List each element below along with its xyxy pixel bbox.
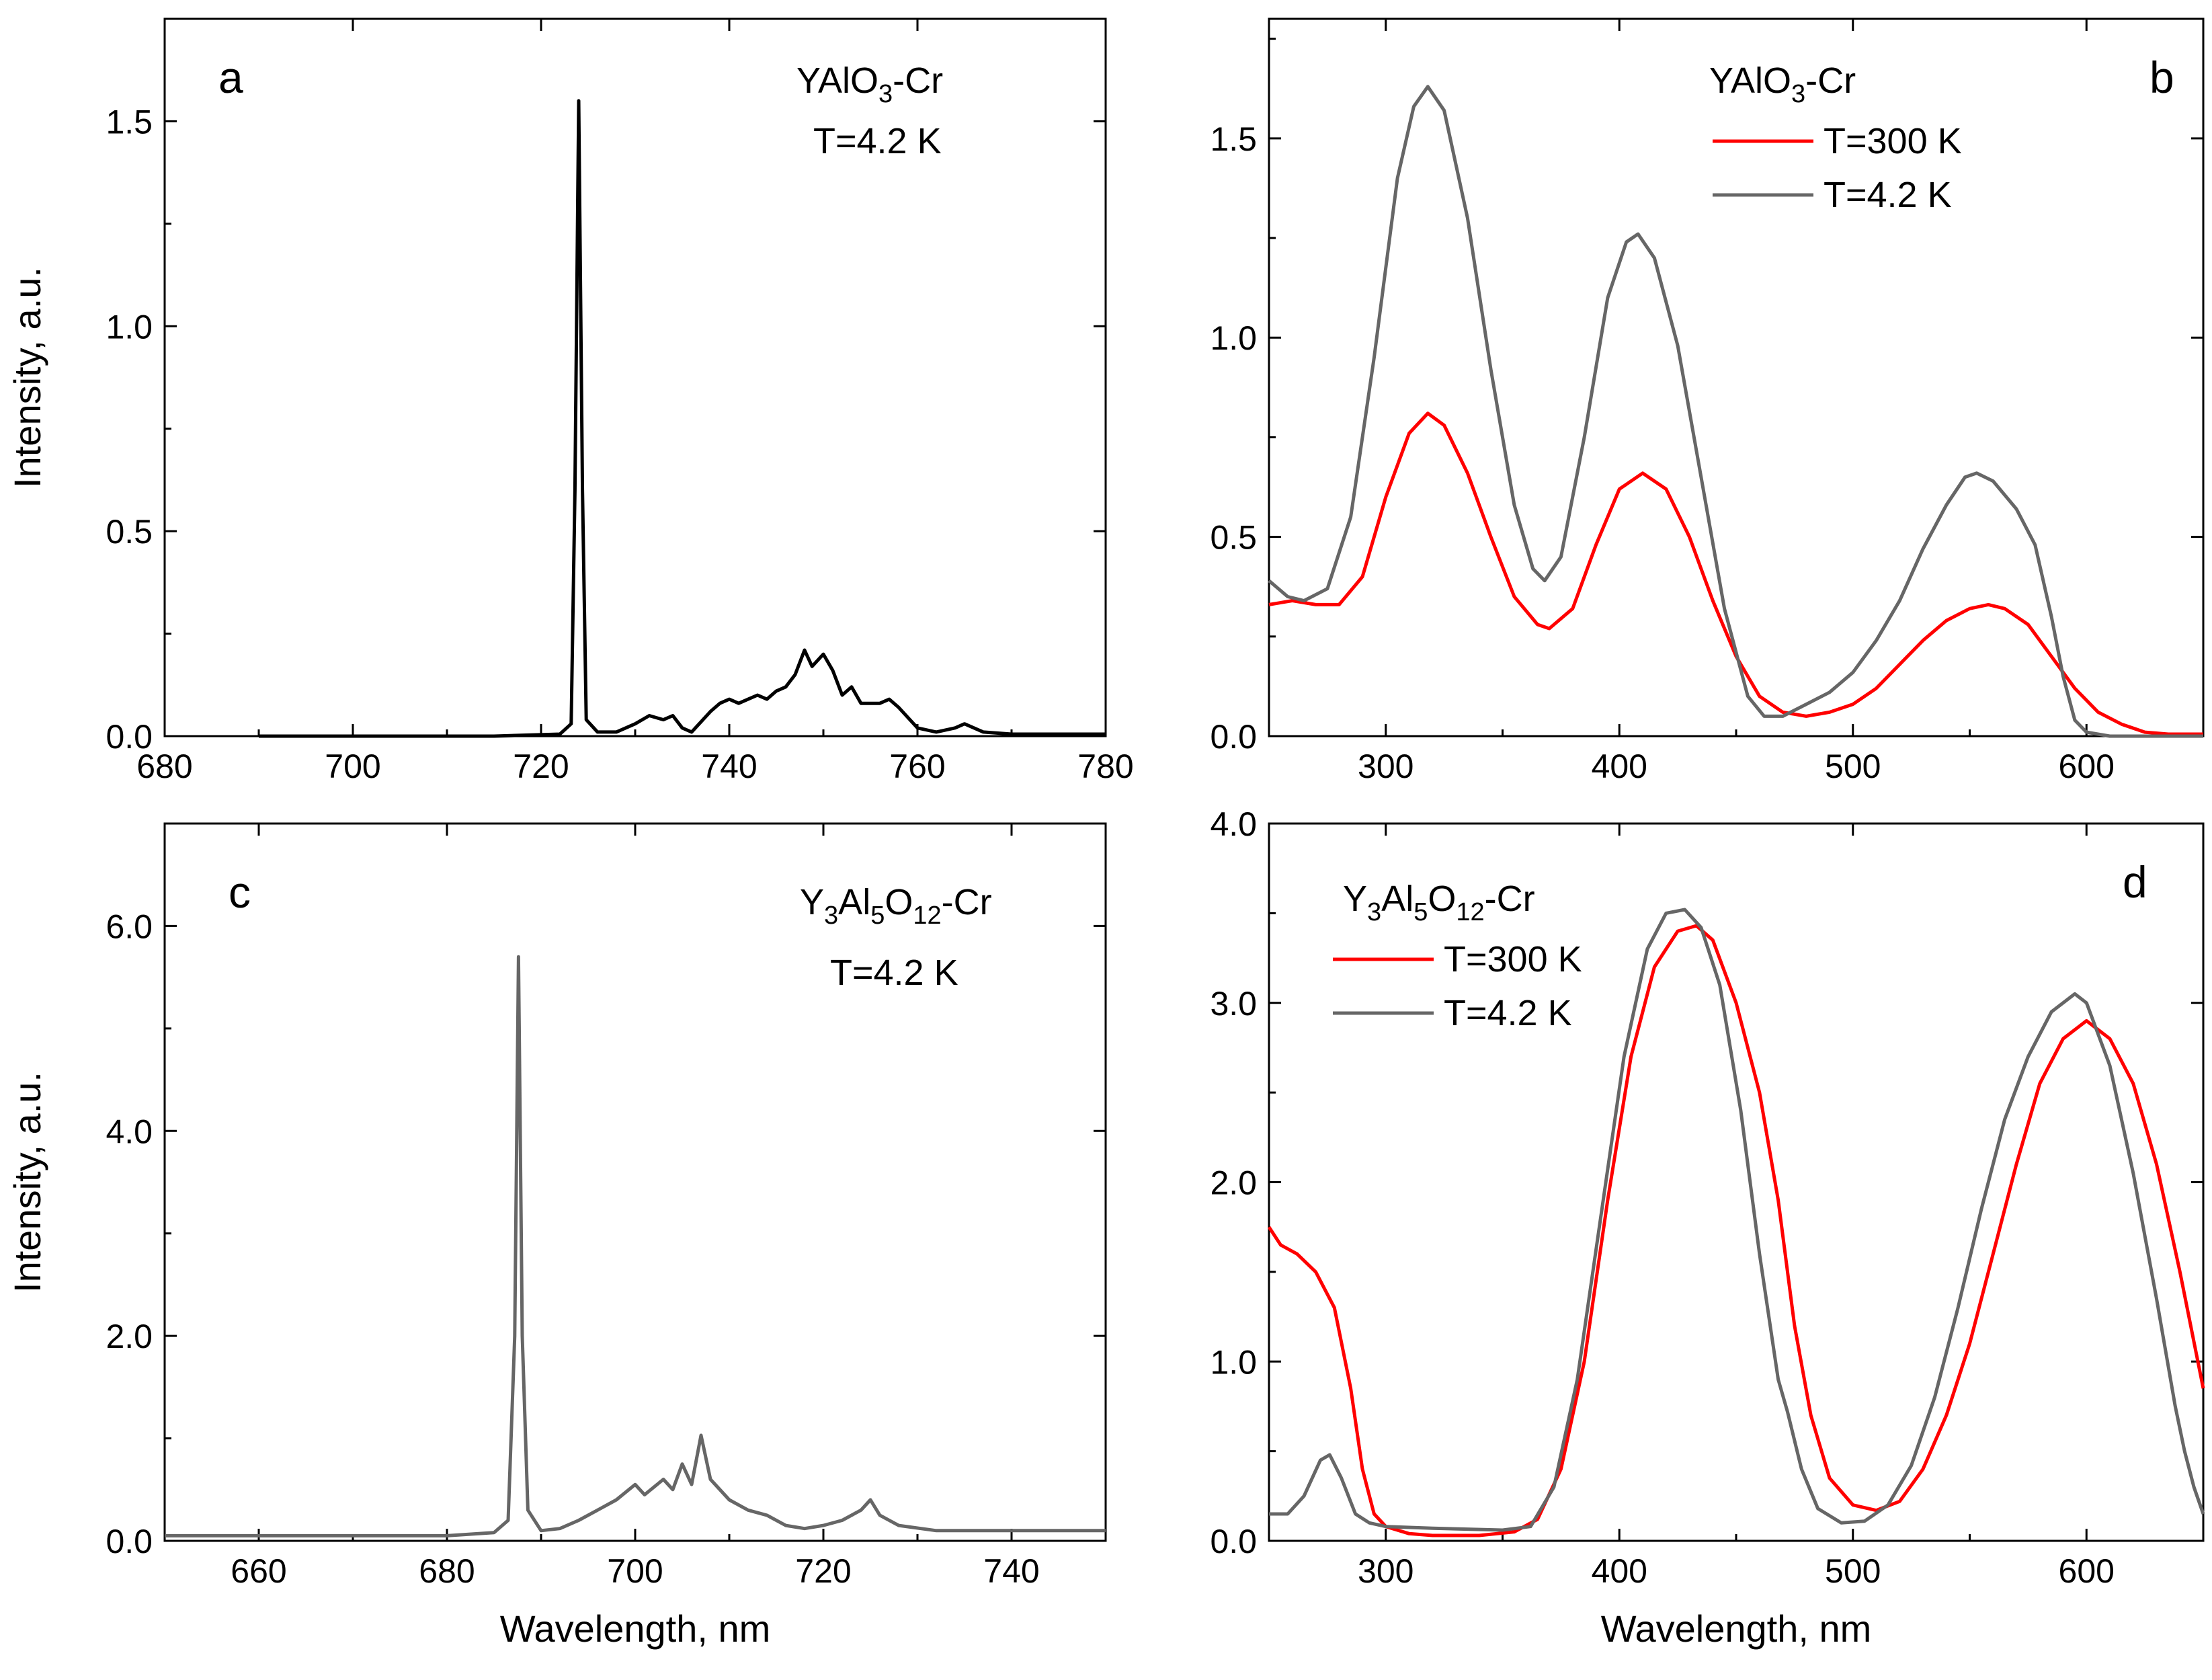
panel-c: 660 680 700 720 740 0.0 2.0 4.0 6.0 Intensity, a.… — [6, 822, 1107, 1650]
x-tick-label: 500 — [1825, 748, 1881, 785]
y-tick-label: 4.0 — [106, 1113, 153, 1150]
x-tick-label: 700 — [607, 1552, 663, 1590]
x-tick-label: 680 — [419, 1552, 475, 1590]
y-tick-label: 2.0 — [1210, 1164, 1257, 1202]
sample-label: YAlO3-Cr — [796, 61, 943, 108]
series-line-t-300-k — [1267, 924, 2205, 1537]
x-tick-label: 600 — [2059, 1552, 2115, 1590]
y-tick-label: 3.0 — [1210, 985, 1257, 1023]
legend-label: T=300 K — [1444, 939, 1582, 979]
panel-d: 300 400 500 600 0.0 1.0 2.0 3.0 4.0 Wavelength, n… — [1210, 805, 2205, 1650]
y-tick-label: 2.0 — [106, 1318, 153, 1355]
y-axis-title: Intensity, a.u. — [6, 1072, 48, 1293]
series-line-t-4-2-k — [1269, 908, 2205, 1532]
x-tick-label: 660 — [231, 1552, 286, 1590]
y-tick-label: 4.0 — [1210, 805, 1257, 843]
sample-label: Y3Al5O12-Cr — [1343, 879, 1535, 926]
sample-label: YAlO3-Cr — [1709, 61, 1856, 108]
legend-label: T=300 K — [1824, 121, 1962, 161]
panel-letter: c — [229, 867, 251, 917]
y-tick-label: 1.0 — [1210, 319, 1257, 357]
y-tick-label: 1.0 — [1210, 1343, 1257, 1381]
temperature-label: T=4.2 K — [830, 953, 958, 993]
y-tick-label: 0.0 — [106, 1523, 153, 1560]
y-tick-label: 1.0 — [106, 308, 153, 346]
panel-letter: b — [2149, 52, 2174, 102]
panel-a: 680 700 720 740 760 780 0.0 0.5 1.0 1.5 Intensity,… — [6, 17, 1134, 785]
plot-frame — [1268, 822, 2205, 1542]
x-tick-label: 700 — [325, 748, 380, 785]
x-tick-label: 720 — [513, 748, 569, 785]
y-tick-label: 0.5 — [106, 513, 153, 551]
sample-label: Y3Al5O12-Cr — [800, 882, 992, 930]
y-tick-label: 0.0 — [1210, 1523, 1257, 1560]
x-tick-label: 300 — [1358, 748, 1414, 785]
legend-label: T=4.2 K — [1824, 175, 1952, 215]
plot-frame — [163, 822, 1107, 1542]
panel-b: 300 400 500 600 0.0 0.5 1.0 1.5 b YAlO3-Cr T=300 K… — [1210, 17, 2205, 785]
y-tick-label: 6.0 — [106, 908, 153, 945]
x-axis-title: Wavelength, nm — [500, 1607, 771, 1650]
x-tick-label: 300 — [1358, 1552, 1414, 1590]
x-tick-label: 740 — [983, 1552, 1039, 1590]
x-tick-label: 500 — [1825, 1552, 1881, 1590]
temperature-label: T=4.2 K — [813, 121, 942, 161]
y-tick-label: 0.0 — [1210, 718, 1257, 756]
legend-label: T=4.2 K — [1444, 993, 1572, 1033]
y-tick-label: 1.5 — [1210, 120, 1257, 158]
y-tick-label: 1.5 — [106, 103, 153, 141]
x-tick-label: 720 — [795, 1552, 851, 1590]
x-tick-label: 780 — [1077, 748, 1133, 785]
series-line-t-300-k — [1268, 411, 2203, 736]
plot-frame — [163, 17, 1107, 737]
series-line-t-4-2-k — [165, 955, 1106, 1537]
x-tick-label: 600 — [2059, 748, 2115, 785]
panel-letter: a — [218, 52, 243, 102]
x-tick-label: 740 — [701, 748, 757, 785]
y-axis-title: Intensity, a.u. — [6, 267, 48, 488]
panel-letter: d — [2123, 857, 2147, 907]
x-tick-label: 760 — [889, 748, 945, 785]
x-tick-label: 680 — [136, 748, 192, 785]
y-tick-label: 0.5 — [1210, 519, 1257, 557]
y-tick-label: 0.0 — [106, 718, 153, 756]
x-axis-title: Wavelength, nm — [1601, 1607, 1872, 1650]
series-line-t-4-2-k — [259, 99, 1106, 738]
x-tick-label: 400 — [1592, 1552, 1647, 1590]
series-line-t-4-2-k — [1268, 85, 2203, 738]
x-tick-label: 400 — [1592, 748, 1647, 785]
